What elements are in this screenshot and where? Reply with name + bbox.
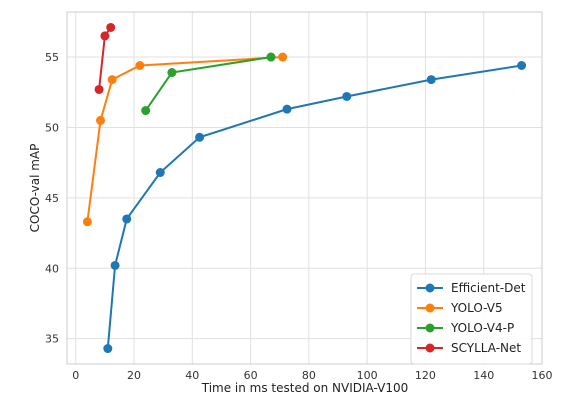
legend-box	[410, 273, 533, 365]
series-scylla-net	[94, 22, 116, 94]
y-tick-label: 50	[45, 121, 59, 134]
data-point-efficient-det	[110, 260, 120, 270]
legend-label: SCYLLA-Net	[451, 341, 521, 355]
legend-label: YOLO-V4-P	[450, 321, 514, 335]
data-point-efficient-det	[426, 75, 436, 85]
data-point-efficient-det	[342, 91, 352, 101]
x-tick-label: 40	[185, 369, 199, 382]
x-tick-label: 160	[532, 369, 553, 382]
tick-labels: 0 20 40 60 80 100 120 140 160 35 40 45 50 55	[45, 51, 553, 382]
data-point-yolo-v4-p	[167, 68, 177, 78]
legend-item-yolo-v4-p: YOLO-V4-P	[417, 321, 514, 335]
data-point-yolo-v5	[107, 75, 117, 85]
data-point-scylla-net	[94, 84, 104, 94]
legend-marker	[425, 343, 435, 353]
series-yolo-v5	[82, 52, 288, 227]
data-point-scylla-net	[100, 31, 110, 41]
x-tick-label: 80	[302, 369, 316, 382]
plot-frame	[66, 11, 543, 365]
series-yolo-v4-p	[141, 52, 276, 116]
x-tick-label: 60	[244, 369, 258, 382]
legend: Efficient-Det YOLO-V5 YOLO-V4-P SCYLLA-Net	[410, 273, 533, 365]
data-point-efficient-det	[122, 214, 132, 224]
legend-label: YOLO-V5	[450, 301, 503, 315]
legend-item-scylla-net: SCYLLA-Net	[417, 341, 521, 355]
x-tick-label: 0	[72, 369, 79, 382]
data-point-yolo-v4-p	[141, 106, 151, 116]
data-point-yolo-v5	[278, 52, 288, 62]
data-point-efficient-det	[103, 344, 113, 354]
data-point-efficient-det	[195, 132, 205, 142]
series-efficient-det	[103, 61, 527, 354]
x-tick-label: 120	[415, 369, 436, 382]
legend-item-yolo-v5: YOLO-V5	[417, 301, 503, 315]
data-point-yolo-v5	[135, 61, 145, 71]
legend-item-efficient-det: Efficient-Det	[417, 281, 526, 295]
x-tick-label: 100	[357, 369, 378, 382]
y-axis-label: COCO-val mAP	[28, 144, 42, 233]
data-point-yolo-v4-p	[266, 52, 276, 62]
legend-marker	[425, 323, 435, 333]
data-point-efficient-det	[155, 168, 165, 178]
y-tick-label: 40	[45, 262, 59, 275]
x-tick-label: 20	[127, 369, 141, 382]
legend-marker	[425, 303, 435, 313]
y-tick-label: 35	[45, 333, 59, 346]
x-axis-label: Time in ms tested on NVIDIA-V100	[201, 381, 409, 395]
data-point-scylla-net	[106, 22, 116, 32]
y-tick-label: 45	[45, 192, 59, 205]
series-layer	[82, 22, 527, 354]
data-point-yolo-v5	[96, 115, 106, 125]
data-point-yolo-v5	[82, 217, 92, 227]
data-point-efficient-det	[517, 61, 527, 71]
data-point-efficient-det	[282, 104, 292, 114]
legend-marker	[425, 283, 435, 293]
x-tick-label: 140	[473, 369, 494, 382]
y-tick-label: 55	[45, 51, 59, 64]
legend-label: Efficient-Det	[451, 281, 526, 295]
